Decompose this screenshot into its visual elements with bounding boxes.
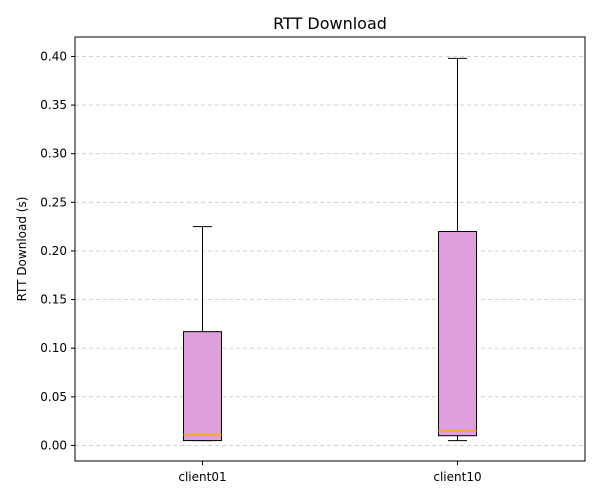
box-client10	[438, 230, 477, 437]
x-axis-ticks: client01 client10	[178, 461, 482, 484]
y-tick-label: 0.05	[40, 390, 67, 404]
x-tick-label: client01	[178, 470, 226, 484]
box-client01	[183, 331, 222, 442]
boxes	[183, 57, 477, 442]
y-tick-label: 0.35	[40, 98, 67, 112]
y-tick-label: 0.20	[40, 244, 67, 258]
chart-title: RTT Download	[273, 14, 387, 33]
y-tick-label: 0.30	[40, 147, 67, 161]
y-tick-label: 0.00	[40, 438, 67, 452]
y-tick-label: 0.25	[40, 195, 67, 209]
plot-frame	[74, 36, 586, 462]
y-tick-label: 0.15	[40, 293, 67, 307]
y-axis-label: RTT Download (s)	[15, 197, 29, 302]
y-axis-ticks: 0.00 0.05 0.10 0.15 0.20 0.25 0.30 0.35 0.40	[40, 49, 75, 452]
grid-lines	[75, 56, 585, 446]
y-tick-label: 0.40	[40, 49, 67, 63]
x-tick-label: client10	[433, 470, 481, 484]
y-tick-label: 0.10	[40, 341, 67, 355]
